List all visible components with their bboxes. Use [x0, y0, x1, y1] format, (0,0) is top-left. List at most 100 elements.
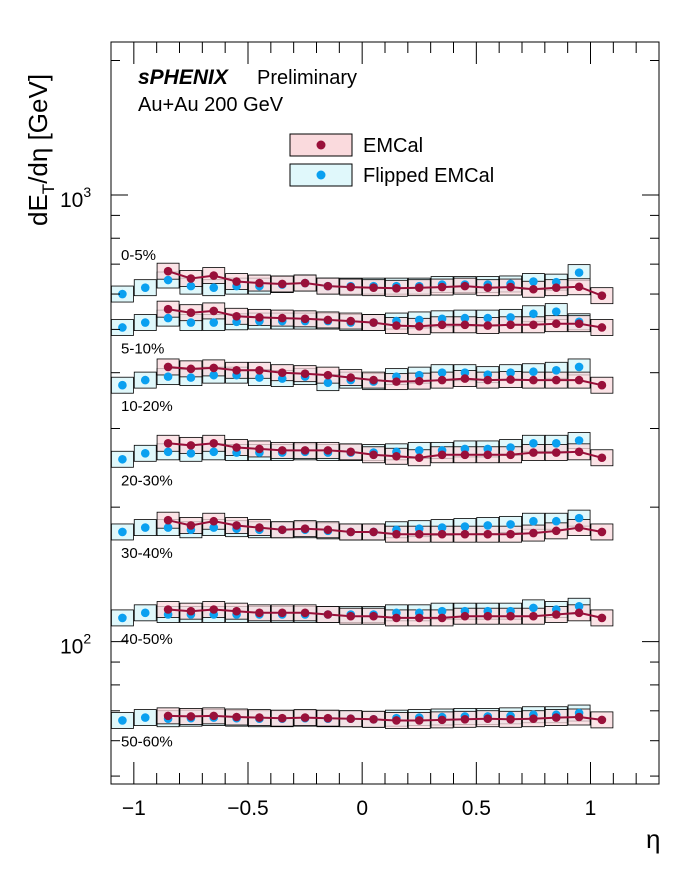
emcal-point	[460, 374, 470, 383]
emcal-point	[186, 521, 196, 530]
flipped-emcal-point	[118, 527, 127, 537]
emcal-point	[255, 365, 264, 375]
emcal-point	[551, 283, 561, 292]
flipped-emcal-point	[118, 454, 127, 464]
emcal-point	[483, 611, 493, 621]
emcal-point	[551, 319, 561, 328]
emcal-point	[437, 529, 447, 539]
flipped-emcal-point	[437, 523, 447, 532]
emcal-point	[574, 523, 584, 532]
emcal-point	[163, 711, 173, 721]
emcal-point	[255, 713, 264, 722]
emcal-point	[163, 362, 173, 372]
emcal-point	[232, 277, 241, 286]
flipped-emcal-point	[118, 289, 127, 299]
flipped-emcal-point	[574, 362, 584, 372]
emcal-point	[255, 608, 264, 618]
flipped-emcal-point	[118, 613, 127, 623]
legend-emcal-marker	[316, 140, 326, 150]
emcal-point	[460, 450, 470, 460]
flipped-emcal-point	[140, 608, 150, 618]
emcal-point	[506, 529, 515, 539]
emcal-point	[346, 316, 356, 326]
flipped-emcal-point	[574, 268, 584, 277]
emcal-point	[346, 447, 356, 457]
flipped-emcal-point	[551, 516, 561, 526]
emcal-point	[506, 715, 515, 724]
emcal-point	[186, 308, 196, 317]
legend: EMCal Flipped EMCal	[289, 133, 494, 187]
flipped-emcal-point	[140, 283, 150, 292]
emcal-point	[529, 448, 538, 457]
emcal-point	[369, 450, 378, 460]
flipped-emcal-point	[118, 323, 127, 332]
emcal-point	[437, 375, 447, 385]
flipped-emcal-point	[186, 281, 196, 291]
emcal-point	[551, 713, 561, 722]
emcal-point	[277, 313, 287, 323]
emcal-point	[414, 453, 424, 463]
data-points	[118, 266, 607, 725]
x-tick-label: 0.5	[462, 797, 491, 820]
y-axis-title: dET/dη [GeV]	[23, 74, 58, 226]
centrality-label: 30-40%	[121, 545, 173, 562]
legend-flipped-marker	[316, 170, 326, 180]
flipped-emcal-point	[186, 373, 196, 382]
emcal-point	[277, 368, 287, 377]
emcal-point	[551, 526, 561, 536]
emcal-point	[232, 365, 241, 375]
emcal-point	[186, 274, 196, 283]
emcal-point	[186, 712, 196, 721]
emcal-point	[392, 451, 401, 461]
emcal-point	[300, 524, 310, 533]
flipped-emcal-point	[209, 318, 219, 327]
flipped-emcal-point	[118, 716, 127, 725]
flipped-emcal-point	[209, 523, 219, 532]
emcal-point	[483, 283, 493, 292]
emcal-point	[163, 438, 173, 448]
legend-emcal-label: EMCal	[363, 135, 423, 157]
emcal-point	[323, 446, 333, 455]
emcal-point	[414, 322, 424, 331]
emcal-point	[483, 375, 493, 385]
emcal-point	[277, 525, 287, 535]
emcal-point	[255, 313, 264, 322]
emcal-point	[323, 713, 333, 723]
flipped-emcal-point	[460, 313, 470, 323]
emcal-point	[209, 271, 219, 280]
emcal-point	[323, 610, 333, 619]
emcal-point	[483, 714, 493, 724]
x-axis-title: η	[646, 824, 660, 854]
emcal-point	[414, 529, 424, 539]
emcal-point	[597, 291, 607, 300]
emcal-point	[369, 318, 378, 327]
emcal-point	[574, 712, 584, 722]
flipped-emcal-point	[414, 370, 424, 380]
flipped-emcal-point	[551, 365, 561, 375]
emcal-point	[574, 608, 584, 618]
centrality-label: 40-50%	[121, 631, 173, 648]
flipped-emcal-point	[483, 313, 493, 323]
emcal-point	[574, 447, 584, 457]
x-tick-label: 1	[585, 797, 597, 820]
emcal-point	[209, 516, 219, 526]
emcal-point	[369, 283, 378, 292]
emcal-point	[392, 284, 401, 293]
flipped-emcal-point	[140, 318, 150, 327]
emcal-point	[460, 529, 470, 539]
emcal-point	[529, 375, 538, 385]
flipped-emcal-point	[277, 374, 287, 383]
emcal-point	[369, 527, 378, 537]
emcal-point	[323, 281, 333, 291]
emcal-point	[277, 713, 287, 723]
flipped-emcal-point	[551, 438, 561, 448]
flipped-emcal-point	[437, 606, 447, 616]
emcal-point	[437, 613, 447, 623]
flipped-emcal-point	[551, 307, 561, 316]
emcal-point	[392, 716, 401, 725]
flipped-emcal-point	[255, 373, 264, 382]
emcal-point	[255, 278, 264, 288]
